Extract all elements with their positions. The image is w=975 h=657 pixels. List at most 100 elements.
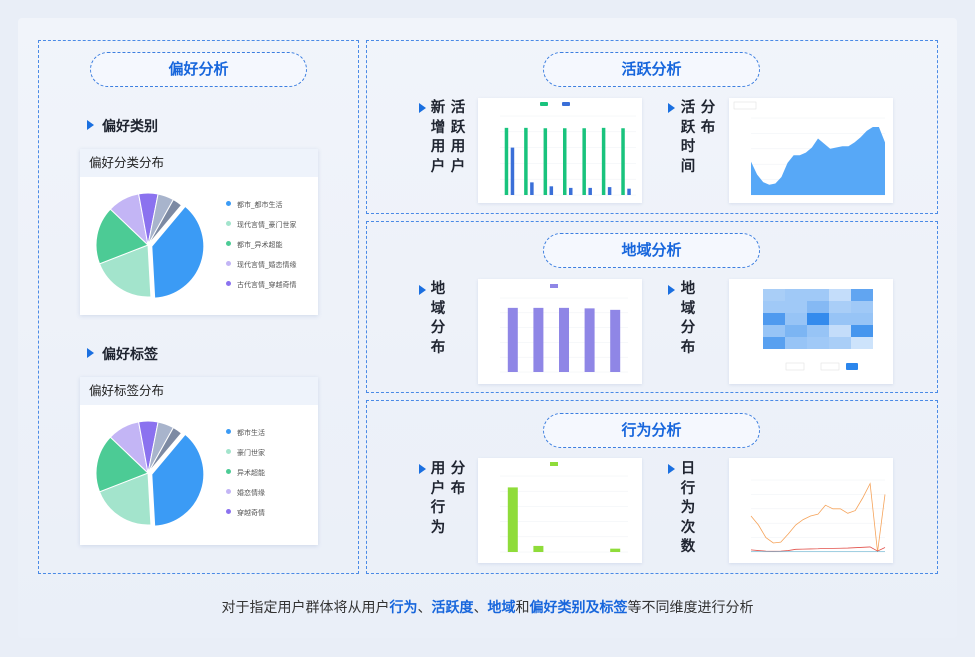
- heatmap-cell: [763, 289, 785, 301]
- highlight-text: 活跃度: [431, 600, 474, 616]
- legend-item: 异术超能: [226, 467, 265, 487]
- behavior-dist-label: 分布: [450, 461, 466, 497]
- pie-slice: [95, 436, 149, 493]
- tags-pie-card: 偏好标签分布 都市生活 豪门世家 异术超能 婚恋情缘 穿越奇情: [80, 377, 318, 545]
- heatmap-cell: [785, 337, 807, 349]
- arrow-icon: [668, 285, 675, 295]
- line-series-orange: [750, 482, 886, 553]
- pie-slice: [95, 208, 149, 265]
- region-dist-label-right: 地域分布: [680, 281, 696, 356]
- query-button[interactable]: [846, 363, 858, 370]
- heatmap-cell: [763, 325, 785, 337]
- region-heatmap: [729, 279, 893, 384]
- bar-new-users: [621, 128, 625, 195]
- caption-text: 、: [473, 600, 488, 616]
- behavior-panel: [366, 400, 938, 574]
- heatmap-cell: [829, 289, 851, 301]
- heatmap-cell: [785, 289, 807, 301]
- bar-new-users: [504, 127, 509, 195]
- bar: [610, 309, 621, 372]
- heatmap-cell: [829, 301, 851, 313]
- bar-active-users: [627, 188, 631, 195]
- heatmap-cell: [785, 301, 807, 313]
- heatmap-cell: [807, 313, 829, 325]
- heatmap-cell: [807, 301, 829, 313]
- category-pie-card: 偏好分类分布 都市_都市生活 现代言情_豪门世家 都市_异术超能 现代言情_婚恋…: [80, 149, 318, 315]
- highlight-text: 地域: [487, 600, 516, 616]
- legend-swatch: [562, 102, 570, 106]
- bar-active-users: [510, 147, 515, 195]
- bar: [507, 487, 518, 552]
- daily-behavior-label: 日行为次数: [680, 461, 696, 555]
- bar-active-users: [530, 182, 534, 195]
- pie-slice: [151, 433, 205, 527]
- arrow-icon: [668, 464, 675, 474]
- legend-swatch: [550, 462, 558, 466]
- bar-active-users: [569, 187, 573, 195]
- user-bar-chart: [478, 98, 642, 203]
- footer-caption: 对于指定用户群体将从用户行为、活跃度、地域和偏好类别及标签等不同维度进行分析: [0, 597, 975, 617]
- date-picker: [733, 101, 757, 110]
- region-bar-chart: [478, 279, 642, 384]
- bar-new-users: [524, 127, 528, 195]
- region-panel: [366, 221, 938, 393]
- bar-active-users: [607, 187, 612, 195]
- region-title: 地域分析: [543, 233, 760, 268]
- highlight-text: 行为: [389, 600, 418, 616]
- caption-text: 对于指定用户群体将从用户: [221, 600, 390, 616]
- heatmap-cell: [829, 337, 851, 349]
- bar-active-users: [549, 186, 554, 195]
- bar-new-users: [582, 128, 586, 195]
- legend-item: 现代言情_婚恋情缘: [226, 259, 297, 279]
- heatmap-cell: [851, 325, 873, 337]
- active-users-label: 活跃用户: [450, 100, 466, 175]
- preference-panel: [38, 40, 359, 574]
- category-legend: 都市_都市生活 现代言情_豪门世家 都市_异术超能 现代言情_婚恋情缘 古代言情…: [226, 199, 297, 299]
- line-series-red: [750, 546, 886, 552]
- bar-active-users: [588, 187, 592, 195]
- legend-item: 都市生活: [226, 427, 265, 447]
- bar: [559, 307, 569, 372]
- caption-text: 、: [417, 600, 432, 616]
- category-heading: 偏好类别: [87, 116, 158, 136]
- heatmap-cell: [851, 301, 873, 313]
- region-dist-label-left: 地域分布: [430, 281, 446, 356]
- behavior-bar-chart: [478, 458, 642, 563]
- bar: [533, 307, 544, 372]
- new-users-label: 新增用户: [430, 100, 446, 175]
- highlight-text: 偏好类别及标签: [529, 600, 628, 616]
- caption-text: 等不同维度进行分析: [627, 600, 754, 616]
- heatmap-cell: [807, 325, 829, 337]
- pie-slice: [98, 244, 152, 298]
- pie-slice: [98, 472, 152, 526]
- heatmap-cell: [763, 301, 785, 313]
- bar: [610, 548, 621, 552]
- tags-pie-chart: [95, 420, 205, 527]
- activity-title: 活跃分析: [543, 52, 760, 87]
- heatmap-cell: [851, 337, 873, 349]
- tags-card-title: 偏好标签分布: [80, 377, 318, 405]
- active-time-label: 活跃时间: [680, 100, 696, 175]
- area-series: [751, 126, 885, 195]
- heatmap-cell: [785, 313, 807, 325]
- bar-new-users: [601, 127, 606, 195]
- bar: [584, 308, 595, 372]
- behavior-title: 行为分析: [543, 413, 760, 448]
- arrow-icon: [419, 285, 426, 295]
- daily-behavior-line-chart: [729, 458, 893, 563]
- legend-swatch: [550, 284, 558, 288]
- pie-slice: [147, 426, 183, 474]
- legend-item: 现代言情_豪门世家: [226, 219, 297, 239]
- arrow-icon: [668, 103, 675, 113]
- activity-panel: [366, 40, 938, 214]
- select-input: [820, 362, 840, 371]
- heatmap-cell: [851, 313, 873, 325]
- legend-item: 都市_都市生活: [226, 199, 297, 219]
- heatmap-cell: [763, 313, 785, 325]
- tags-legend: 都市生活 豪门世家 异术超能 婚恋情缘 穿越奇情: [226, 427, 265, 527]
- arrow-icon: [419, 464, 426, 474]
- heatmap-cell: [851, 289, 873, 301]
- heatmap-cell: [829, 325, 851, 337]
- legend-item: 穿越奇情: [226, 507, 265, 527]
- pie-slice: [147, 198, 183, 246]
